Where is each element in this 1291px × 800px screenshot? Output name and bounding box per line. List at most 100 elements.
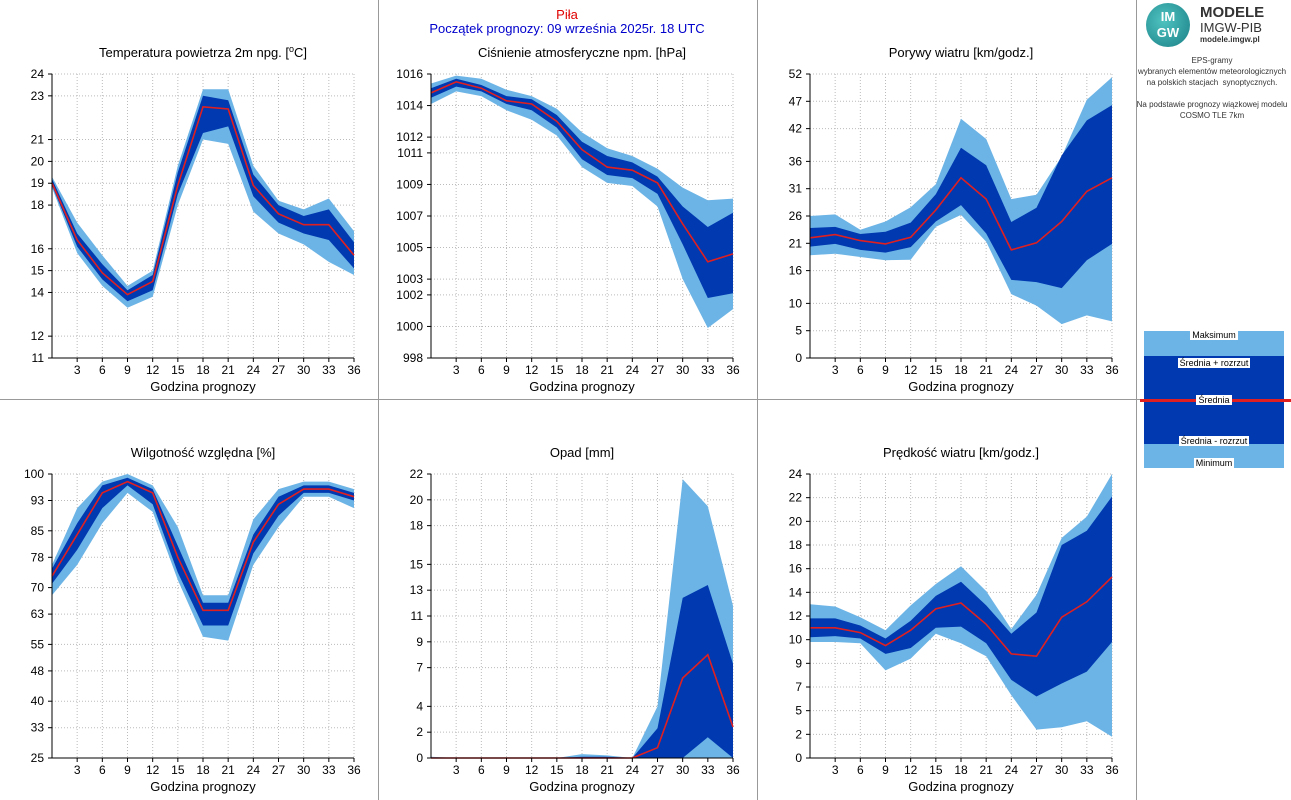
x-tick-label: 6 [478, 763, 485, 777]
x-tick-label: 15 [171, 763, 185, 777]
y-tick-label: 1007 [396, 209, 423, 223]
x-tick-label: 15 [929, 763, 943, 777]
logo-line1: MODELE [1200, 4, 1265, 21]
x-tick-label: 36 [347, 763, 361, 777]
y-tick-label: 85 [31, 524, 45, 538]
y-tick-label: 70 [31, 581, 45, 595]
chart-panel-2: 3 6 9 12 15 18 21 24 27 30 33 369981000100210031005… [396, 45, 740, 394]
description-line: wybranych elementów meteorologicznych [1137, 67, 1287, 76]
y-tick-label: 1016 [396, 67, 423, 81]
y-tick-label: 31 [789, 182, 803, 196]
logo-url[interactable]: modele.imgw.pl [1200, 35, 1260, 44]
x-tick-label: 33 [322, 763, 336, 777]
chart-panel-4: 3 6 9 12 15 18 21 24 27 30 33 362533404855637078859… [24, 445, 361, 794]
x-tick-label: 18 [954, 363, 968, 377]
y-tick-label: 21 [31, 133, 45, 147]
imgw-logo[interactable]: IM GW MODELE IMGW-PIB modele.imgw.pl [1142, 0, 1291, 48]
y-tick-label: 100 [24, 467, 44, 481]
chart-title: Opad [mm] [550, 445, 614, 460]
y-tick-label: 25 [31, 751, 45, 765]
y-tick-label: 13 [410, 583, 424, 597]
x-tick-label: 24 [626, 763, 640, 777]
x-tick-label: 21 [979, 363, 993, 377]
forecast-start: Początek prognozy: 09 września 2025r. 18… [429, 21, 705, 36]
y-tick-label: 26 [789, 209, 803, 223]
x-tick-label: 21 [600, 363, 614, 377]
y-tick-label: 2 [416, 725, 423, 739]
x-tick-label: 24 [247, 763, 261, 777]
x-tick-label: 6 [99, 763, 106, 777]
y-tick-label: 5 [795, 704, 802, 718]
x-tick-label: 12 [525, 763, 539, 777]
x-tick-label: 30 [676, 363, 690, 377]
description-line: EPS-gramy [1191, 56, 1233, 65]
y-tick-label: 47 [789, 94, 803, 108]
x-tick-label: 18 [196, 763, 210, 777]
y-tick-label: 16 [789, 562, 803, 576]
chart-title: Ciśnienie atmosferyczne npm. [hPa] [478, 45, 686, 60]
x-tick-label: 9 [503, 363, 510, 377]
x-tick-label: 30 [297, 363, 311, 377]
y-tick-label: 14 [789, 585, 803, 599]
y-tick-label: 998 [403, 351, 423, 365]
y-tick-label: 52 [789, 67, 803, 81]
description-line: Na podstawie prognozy wiązkowej modelu [1136, 100, 1288, 109]
y-tick-label: 7 [416, 661, 423, 675]
y-tick-label: 11 [32, 351, 45, 365]
logo-line2: IMGW-PIB [1200, 20, 1262, 35]
x-tick-label: 30 [1055, 763, 1069, 777]
x-tick-label: 27 [1030, 763, 1044, 777]
y-tick-label: 16 [31, 242, 45, 256]
y-tick-label: 40 [31, 694, 45, 708]
y-tick-label: 42 [789, 122, 803, 136]
x-tick-label: 33 [701, 763, 715, 777]
y-tick-label: 1003 [396, 272, 423, 286]
y-tick-label: 20 [789, 514, 803, 528]
x-axis-label: Godzina prognozy [908, 379, 1014, 394]
x-tick-label: 15 [929, 363, 943, 377]
x-tick-label: 3 [832, 763, 839, 777]
y-tick-label: 55 [31, 637, 45, 651]
y-tick-label: 14 [31, 285, 45, 299]
description-line [1133, 88, 1291, 99]
y-tick-label: 18 [789, 538, 803, 552]
x-tick-label: 9 [124, 763, 131, 777]
x-tick-label: 18 [575, 363, 589, 377]
y-tick-label: 24 [789, 467, 803, 481]
y-tick-label: 1011 [397, 146, 423, 160]
x-axis-label: Godzina prognozy [150, 779, 256, 794]
y-tick-label: 1000 [396, 319, 423, 333]
x-tick-label: 27 [651, 363, 665, 377]
x-tick-label: 12 [146, 363, 160, 377]
title-tail: C] [294, 45, 307, 60]
x-tick-label: 33 [322, 363, 336, 377]
chart-title: Temperatura powietrza 2m npg. [oC] [99, 44, 307, 60]
chart-title: Prędkość wiatru [km/godz.] [883, 445, 1039, 460]
x-axis-label: Godzina prognozy [908, 779, 1014, 794]
description-line: na polskich stacjach synoptycznych. [1146, 78, 1278, 87]
x-tick-label: 24 [1005, 763, 1019, 777]
x-tick-label: 36 [1105, 363, 1119, 377]
y-tick-label: 1012 [396, 130, 423, 144]
x-tick-label: 9 [882, 763, 889, 777]
x-tick-label: 18 [196, 363, 210, 377]
x-tick-label: 27 [1030, 363, 1044, 377]
y-tick-label: 9 [795, 656, 802, 670]
y-tick-label: 18 [31, 198, 45, 212]
x-tick-label: 15 [550, 363, 564, 377]
description-text: EPS-gramy wybranych elementów meteorolog… [1133, 55, 1291, 121]
x-tick-label: 18 [954, 763, 968, 777]
y-tick-label: 48 [31, 664, 45, 678]
x-tick-label: 24 [247, 363, 261, 377]
x-tick-label: 12 [904, 363, 918, 377]
x-tick-label: 3 [832, 363, 839, 377]
x-tick-label: 36 [726, 363, 740, 377]
y-tick-label: 1005 [396, 241, 423, 255]
y-tick-label: 0 [416, 751, 423, 765]
y-tick-label: 4 [416, 699, 423, 713]
x-tick-label: 12 [525, 363, 539, 377]
y-tick-label: 0 [795, 351, 802, 365]
y-tick-label: 1014 [396, 99, 423, 113]
y-tick-label: 21 [789, 236, 803, 250]
y-tick-label: 10 [789, 633, 803, 647]
